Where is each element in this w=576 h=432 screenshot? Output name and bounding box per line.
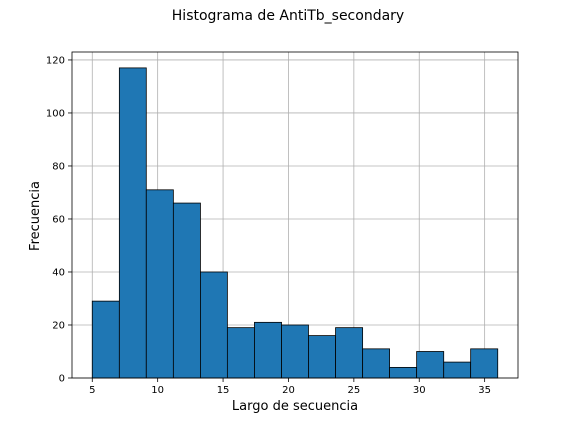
histogram-bar-8 xyxy=(281,324,309,379)
plot-frame xyxy=(71,51,519,379)
x-tick-label: 30 xyxy=(413,385,426,396)
x-tick-label: 10 xyxy=(151,385,164,396)
x-tick-label: 5 xyxy=(89,385,95,396)
x-axis-label: Largo de secuencia xyxy=(232,399,358,414)
histogram-bar-14 xyxy=(443,361,472,379)
histogram-bar-5 xyxy=(200,271,228,379)
histogram-bar-10 xyxy=(335,327,364,379)
histogram-bar-1 xyxy=(91,300,120,379)
histogram-bars xyxy=(91,67,499,379)
histogram-bar-6 xyxy=(226,327,255,379)
y-axis-label: Frecuencia xyxy=(28,181,43,251)
y-tick-label: 60 xyxy=(52,214,65,225)
chart-title: Histograma de AntiTb_secondary xyxy=(172,8,404,24)
y-tick-label: 40 xyxy=(52,267,65,278)
histogram-bar-13 xyxy=(416,351,445,379)
y-tick-label: 120 xyxy=(46,55,65,66)
y-tick-label: 80 xyxy=(52,161,65,172)
histogram-bar-2 xyxy=(118,67,147,379)
histogram-bar-3 xyxy=(145,189,174,379)
y-tick-label: 0 xyxy=(59,374,65,385)
x-tick-label: 25 xyxy=(347,385,360,396)
histogram-bar-15 xyxy=(470,348,499,379)
histogram-bar-11 xyxy=(362,348,390,379)
histogram-bar-4 xyxy=(172,202,201,379)
x-tick-label: 15 xyxy=(217,385,230,396)
axis-ticks: 5 10 15 20 25 30 35 0 20 40 60 80 100 120 xyxy=(46,55,491,396)
histogram-bar-9 xyxy=(308,335,336,379)
histogram-bar-12 xyxy=(389,366,418,379)
y-tick-label: 100 xyxy=(46,108,65,119)
y-tick-label: 20 xyxy=(52,320,65,331)
histogram-bar-7 xyxy=(254,321,282,379)
x-tick-label: 20 xyxy=(282,385,295,396)
x-tick-label: 35 xyxy=(478,385,491,396)
